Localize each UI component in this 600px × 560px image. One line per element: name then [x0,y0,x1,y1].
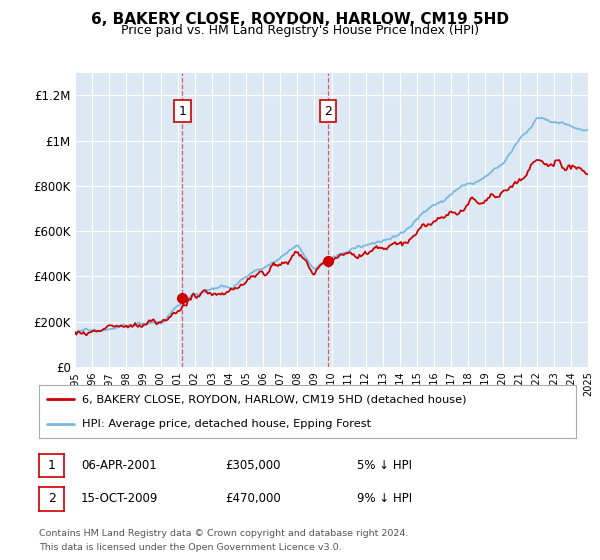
Text: Contains HM Land Registry data © Crown copyright and database right 2024.: Contains HM Land Registry data © Crown c… [39,529,409,538]
Text: 6, BAKERY CLOSE, ROYDON, HARLOW, CM19 5HD (detached house): 6, BAKERY CLOSE, ROYDON, HARLOW, CM19 5H… [82,394,466,404]
Text: 5% ↓ HPI: 5% ↓ HPI [357,459,412,472]
Text: 1: 1 [47,459,56,472]
Text: £305,000: £305,000 [225,459,281,472]
Text: 15-OCT-2009: 15-OCT-2009 [81,492,158,506]
Text: 6, BAKERY CLOSE, ROYDON, HARLOW, CM19 5HD: 6, BAKERY CLOSE, ROYDON, HARLOW, CM19 5H… [91,12,509,27]
Text: This data is licensed under the Open Government Licence v3.0.: This data is licensed under the Open Gov… [39,543,341,552]
Text: 9% ↓ HPI: 9% ↓ HPI [357,492,412,506]
Text: 2: 2 [47,492,56,506]
Text: £470,000: £470,000 [225,492,281,506]
Text: Price paid vs. HM Land Registry's House Price Index (HPI): Price paid vs. HM Land Registry's House … [121,24,479,37]
Text: HPI: Average price, detached house, Epping Forest: HPI: Average price, detached house, Eppi… [82,418,371,428]
Text: 1: 1 [178,105,186,118]
Text: 06-APR-2001: 06-APR-2001 [81,459,157,472]
Text: 2: 2 [324,105,332,118]
Bar [182,73,328,367]
